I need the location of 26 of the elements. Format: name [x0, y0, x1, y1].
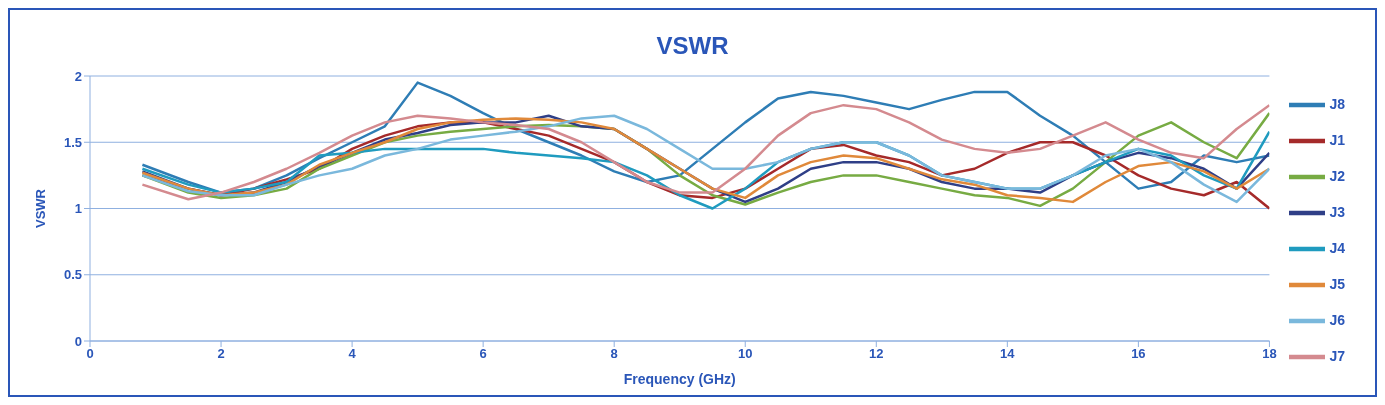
- x-tick-label: 2: [217, 346, 225, 362]
- legend-label: J8: [1329, 96, 1345, 113]
- y-tick-label: 1: [74, 201, 82, 217]
- y-tick-label: 1.5: [63, 134, 82, 150]
- y-axis-title: VSWR: [32, 188, 48, 228]
- legend-label: J6: [1329, 312, 1345, 329]
- x-tick-label: 4: [348, 346, 357, 362]
- x-tick-label: 8: [610, 346, 618, 362]
- x-tick-label: 12: [869, 346, 884, 362]
- chart-title: VSWR: [655, 32, 730, 61]
- y-tick-label: 2: [74, 68, 82, 84]
- x-axis-title: Frequency (GHz): [623, 371, 736, 387]
- legend-label: J4: [1329, 240, 1345, 257]
- legend-label: J5: [1329, 276, 1345, 293]
- x-tick-label: 16: [1131, 346, 1146, 362]
- legend-label: J2: [1329, 168, 1345, 185]
- y-tick-label: 0.5: [63, 267, 82, 283]
- legend-label: J7: [1329, 348, 1345, 365]
- x-tick-label: 6: [479, 346, 487, 362]
- x-tick-label: 14: [1000, 346, 1016, 362]
- x-tick-label: 10: [738, 346, 753, 362]
- x-tick-label: 0: [86, 346, 94, 362]
- legend-label: J1: [1329, 132, 1345, 149]
- y-tick-label: 0: [74, 333, 82, 349]
- x-tick-label: 18: [1262, 346, 1277, 362]
- legend-label: J3: [1329, 204, 1345, 221]
